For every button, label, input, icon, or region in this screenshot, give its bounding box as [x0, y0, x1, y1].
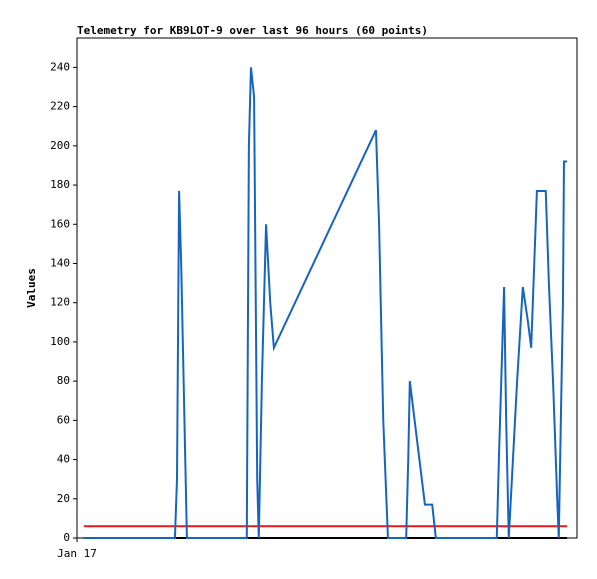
y-tick-label: 240 [50, 60, 70, 73]
y-tick-label: 180 [50, 178, 70, 191]
y-tick-label: 140 [50, 256, 70, 269]
y-tick-label: 100 [50, 335, 70, 348]
y-tick-label: 0 [63, 531, 70, 544]
y-tick-label: 40 [57, 453, 70, 466]
plot-frame [76, 37, 578, 539]
y-tick-label: 200 [50, 139, 70, 152]
series-line [83, 67, 568, 539]
y-tick-label: 60 [57, 413, 70, 426]
y-axis-label: Values [25, 268, 38, 308]
y-tick-label: 120 [50, 296, 70, 309]
y-tick-label: 20 [57, 492, 70, 505]
y-tick-label: 220 [50, 100, 70, 113]
y-tick-label: 80 [57, 374, 70, 387]
x-tick-label: Jan 17 [57, 547, 97, 560]
y-tick-label: 160 [50, 217, 70, 230]
chart-title: Telemetry for KB9LOT-9 over last 96 hour… [77, 24, 428, 37]
